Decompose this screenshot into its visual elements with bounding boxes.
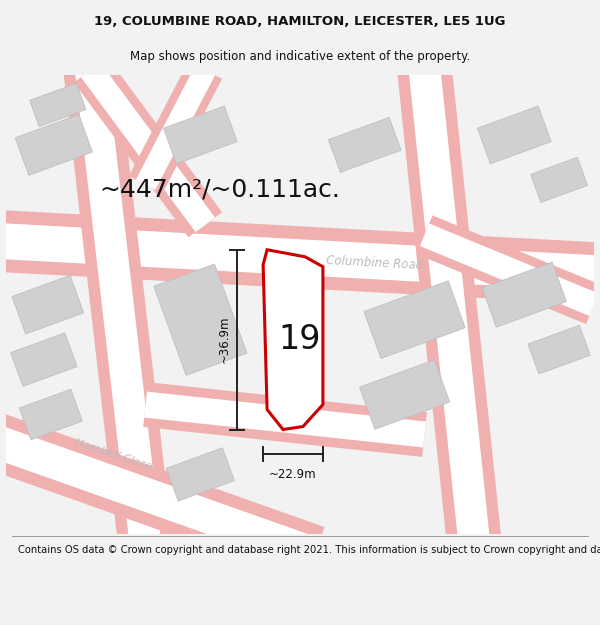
Polygon shape [416,216,600,324]
Text: ~447m²/~0.111ac.: ~447m²/~0.111ac. [100,178,341,202]
Polygon shape [528,325,590,374]
Polygon shape [0,222,600,292]
Polygon shape [143,382,427,457]
Text: 19: 19 [279,323,321,356]
Polygon shape [74,58,222,238]
Text: Harebell Close: Harebell Close [74,438,154,472]
Polygon shape [75,68,161,546]
Polygon shape [397,67,502,548]
Polygon shape [154,264,247,376]
Polygon shape [328,118,401,172]
Text: Map shows position and indicative extent of the property.: Map shows position and indicative extent… [130,49,470,62]
Polygon shape [0,408,325,582]
Polygon shape [359,360,450,429]
Polygon shape [0,419,320,570]
Text: Contains OS data © Crown copyright and database right 2021. This information is : Contains OS data © Crown copyright and d… [18,545,600,555]
Text: ~22.9m: ~22.9m [269,469,317,481]
Polygon shape [166,448,235,501]
Polygon shape [0,209,600,306]
Polygon shape [15,114,92,175]
Polygon shape [19,389,82,440]
Text: 19, COLUMBINE ROAD, HAMILTON, LEICESTER, LE5 1UG: 19, COLUMBINE ROAD, HAMILTON, LEICESTER,… [94,15,506,28]
Polygon shape [482,262,566,328]
Polygon shape [263,250,323,429]
Polygon shape [81,62,215,232]
Polygon shape [11,333,77,386]
Polygon shape [409,68,490,546]
Polygon shape [364,281,465,359]
Polygon shape [129,61,222,194]
Text: Columbine Road: Columbine Road [326,254,424,272]
Polygon shape [144,392,426,448]
Polygon shape [64,67,173,548]
Text: ~36.9m: ~36.9m [218,316,231,363]
Polygon shape [29,83,86,127]
Polygon shape [530,158,587,202]
Polygon shape [136,65,215,190]
Polygon shape [478,106,551,164]
Polygon shape [163,106,237,164]
Polygon shape [420,224,599,316]
Polygon shape [12,276,84,334]
